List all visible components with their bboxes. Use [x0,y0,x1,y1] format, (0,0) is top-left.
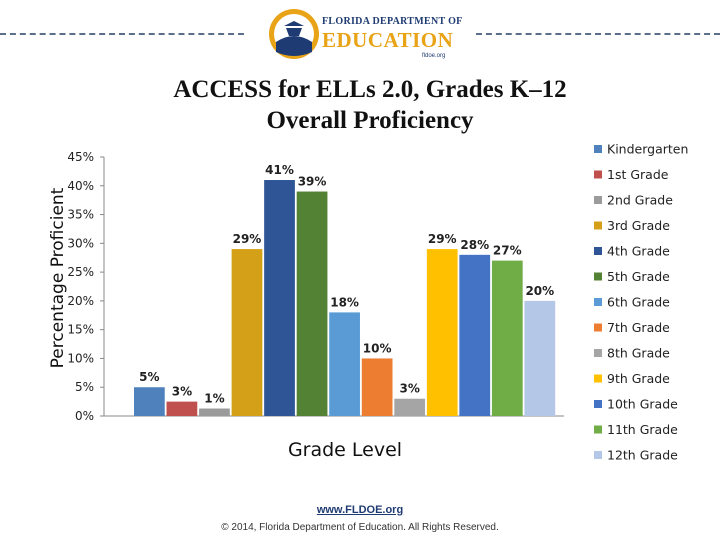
bar-2nd-grade [199,408,230,416]
data-label: 29% [428,232,457,246]
legend-swatch [594,323,602,332]
y-tick-label: 25% [67,265,94,279]
legend-label: 1st Grade [607,167,669,182]
bar-10th-grade [459,254,491,416]
bar-12th-grade [524,300,556,416]
footer-copyright: © 2014, Florida Department of Education.… [221,522,499,533]
legend-label: 7th Grade [607,320,670,335]
bar-5th-grade [296,191,328,416]
legend-swatch [594,349,602,357]
data-label: 39% [298,175,327,189]
data-label: 1% [204,392,224,406]
y-axis-label: Percentage Proficient [48,187,68,368]
y-tick-label: 45% [67,150,94,164]
bar-3rd-grade [231,249,263,416]
data-label: 28% [460,238,489,252]
y-tick-label: 10% [67,351,94,365]
bar-8th-grade [394,398,426,416]
legend-label: 10th Grade [607,397,678,412]
data-label: 3% [172,385,192,399]
y-tick-label: 30% [67,236,94,250]
data-label: 20% [525,284,554,298]
legend-label: 2nd Grade [607,193,673,208]
chart-title-block: ACCESS for ELLs 2.0, Grades K–12 Overall… [120,74,620,136]
legend-label: 4th Grade [607,244,670,259]
legend-swatch [594,196,602,204]
data-label: 18% [330,295,359,309]
y-tick-label: 15% [67,323,94,337]
bar-11th-grade [491,260,523,416]
data-label: 27% [493,244,522,258]
bar-kindergarten [134,387,165,416]
chart-title: ACCESS for ELLs 2.0, Grades K–12 [173,76,567,103]
legend-swatch [594,451,602,459]
y-tick-label: 35% [67,208,94,222]
y-tick-label: 40% [67,179,94,193]
legend-swatch [594,272,602,281]
bar-4th-grade [264,180,295,416]
legend-label: 3rd Grade [607,218,670,233]
data-label: 29% [233,232,262,246]
data-label: 10% [363,341,392,355]
legend-label: Kindergarten [607,142,688,157]
header-rule-left [0,33,244,35]
legend-swatch [594,247,602,255]
data-label: 3% [399,382,419,396]
legend-label: 11th Grade [607,422,678,437]
legend-swatch [594,400,602,408]
legend-swatch [594,298,602,306]
y-tick-label: 20% [67,294,94,308]
legend-label: 12th Grade [607,448,678,463]
x-axis-label: Grade Level [288,439,402,461]
legend-label: 5th Grade [607,269,670,284]
y-tick-label: 5% [75,380,94,394]
legend-label: 6th Grade [607,295,670,310]
legend-swatch [594,374,602,383]
fldoe-logo: FLORIDA DEPARTMENT OF EDUCATION fldoe.or… [266,6,462,62]
legend-swatch [594,221,602,230]
legend-label: 8th Grade [607,346,670,361]
y-tick-label: 0% [75,409,94,423]
footer-link[interactable]: www.FLDOE.org [316,504,404,516]
legend-swatch [594,425,602,434]
header-rule-right [476,33,720,35]
chart-subtitle: Overall Proficiency [266,107,474,134]
legend-label: 9th Grade [607,371,670,386]
logo-org-line: FLORIDA DEPARTMENT OF [322,16,463,27]
data-label: 41% [265,163,294,177]
data-label: 5% [139,370,159,384]
bar-9th-grade [426,249,458,416]
legend-swatch [594,170,602,179]
bar-1st-grade [166,401,198,416]
sun-seal-icon [269,9,319,59]
legend-swatch [594,145,602,153]
logo-url: fldoe.org [422,53,446,59]
logo-wordmark: EDUCATION [322,28,454,52]
bar-7th-grade [361,358,393,416]
bar-6th-grade [329,312,360,416]
